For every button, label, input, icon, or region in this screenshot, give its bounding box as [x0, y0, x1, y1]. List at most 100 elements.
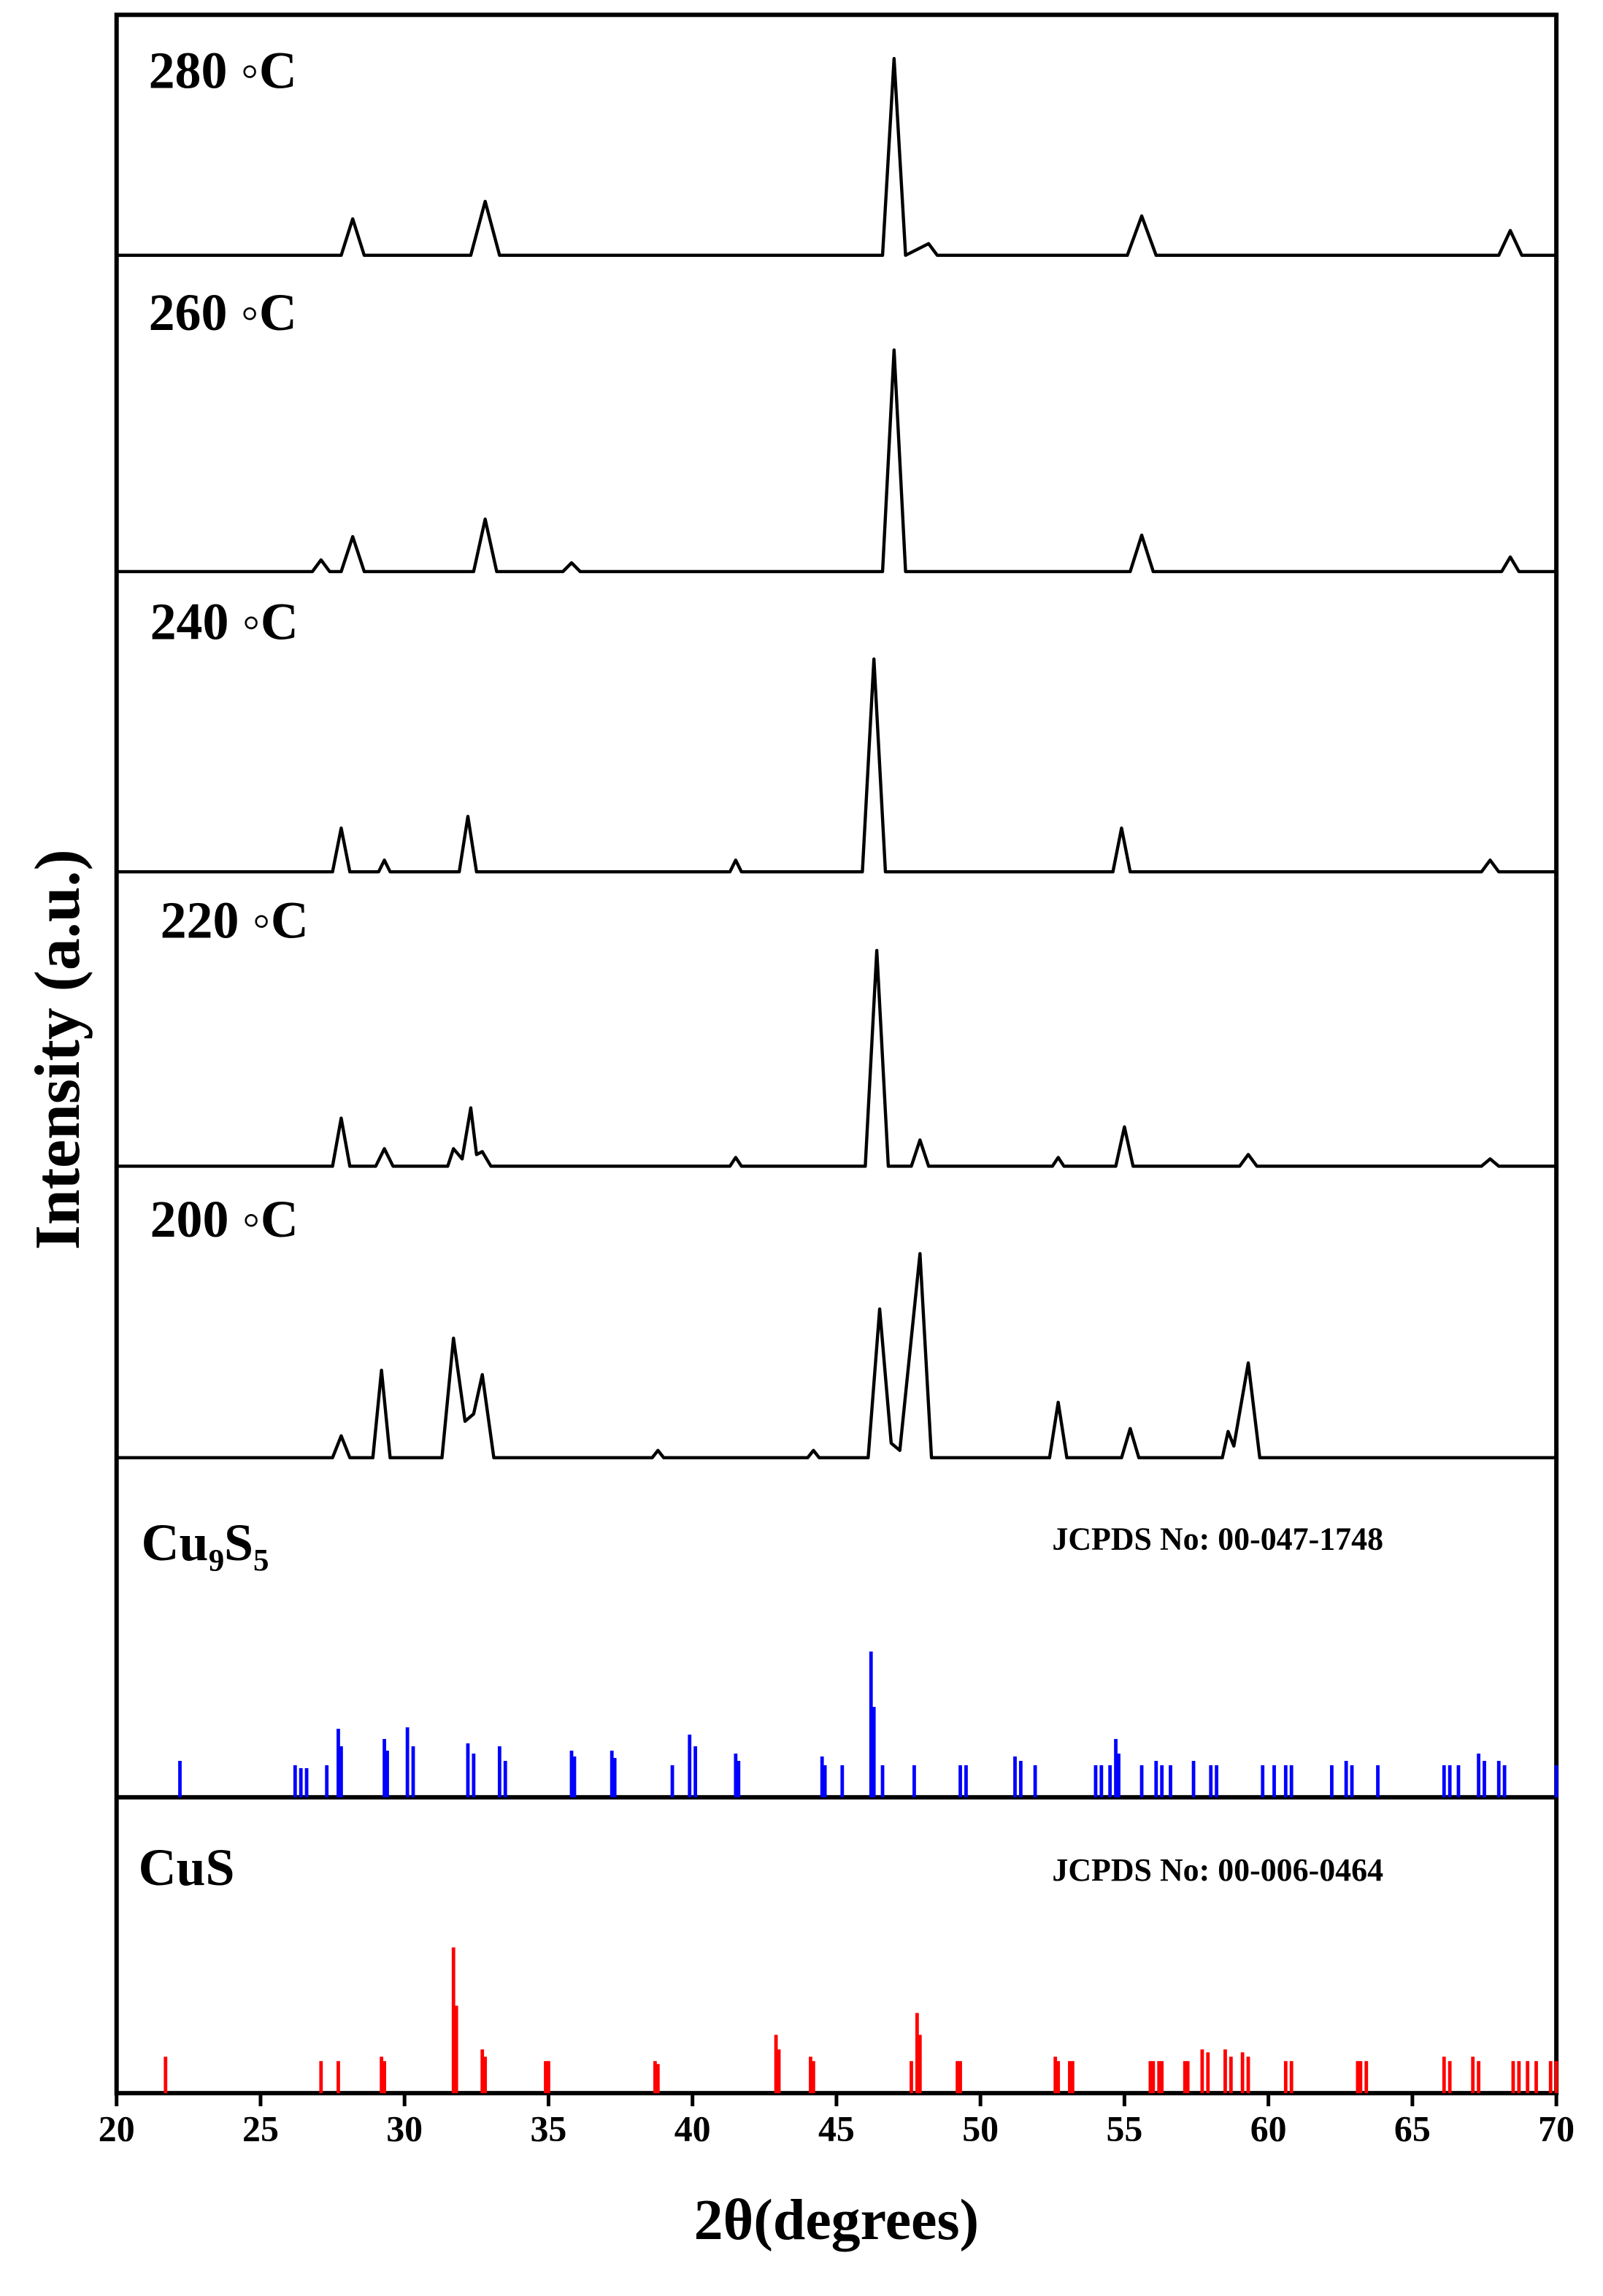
reference-stick [1511, 2061, 1515, 2094]
reference-stick [612, 1757, 617, 1797]
reference-stick [1272, 1765, 1276, 1797]
reference-stick [299, 1767, 303, 1797]
x-axis-label: 2θ(degrees) [694, 2188, 980, 2252]
series-label: 260 ◦C [149, 283, 297, 342]
series-label: 240 ◦C [150, 592, 299, 650]
reference-stick [1206, 2052, 1210, 2094]
reference-stick [1477, 2061, 1481, 2094]
reference-stick [1330, 1765, 1334, 1797]
series-label: 200 ◦C [150, 1190, 299, 1248]
reference-stick [1056, 2061, 1061, 2094]
reference-stick [1364, 2061, 1369, 2094]
reference-stick [1376, 1765, 1380, 1797]
reference-stick [383, 1739, 386, 1797]
x-tick-label: 45 [818, 2108, 855, 2149]
reference-stick [1517, 2061, 1521, 2094]
x-tick-label: 30 [386, 2108, 423, 2149]
x-tick-label: 60 [1250, 2108, 1287, 2149]
reference-stick [1240, 2052, 1245, 2094]
reference-stick [547, 2061, 550, 2094]
reference-stick [1157, 2061, 1161, 2094]
reference-stick [1246, 2057, 1250, 2094]
x-tick-label: 55 [1106, 2108, 1142, 2149]
reference-stick [319, 2061, 323, 2094]
reference-stick [670, 1765, 674, 1797]
reference-stick [1358, 2061, 1363, 2094]
reference-stick [1209, 1765, 1213, 1797]
reference-stick [569, 1750, 574, 1797]
reference-stick [1548, 2061, 1553, 2094]
reference-stick [497, 1746, 501, 1797]
reference-stick [1502, 1765, 1507, 1797]
reference-stick [1283, 1765, 1288, 1797]
reference-stick [811, 2061, 815, 2094]
reference-stick [1070, 2061, 1075, 2094]
reference-stick [405, 1727, 410, 1797]
reference-stick [483, 2057, 488, 2094]
x-tick-label: 25 [242, 2108, 279, 2149]
reference-stick [1496, 1760, 1501, 1797]
reference-stick [466, 1743, 470, 1797]
reference-stick [1068, 2061, 1072, 2094]
reference-stick [1154, 1760, 1158, 1797]
reference-stick [653, 2061, 657, 2094]
reference-stick [1117, 1753, 1120, 1797]
reference-stick [1289, 1765, 1293, 1797]
reference-stick [823, 1765, 827, 1797]
reference-stick [1183, 2061, 1187, 2094]
reference-stick [1114, 1739, 1118, 1797]
x-tick-label: 35 [530, 2108, 566, 2149]
reference-stick [1448, 2061, 1452, 2094]
reference-stick [1534, 2061, 1538, 2094]
plot-frame [114, 12, 1559, 2096]
reference-stick [1554, 1765, 1558, 1797]
reference-stick [1456, 1765, 1461, 1797]
reference-stick [734, 1753, 738, 1797]
series-label: 220 ◦C [161, 891, 309, 950]
reference-stick [1185, 2061, 1190, 2094]
reference-stick [958, 2061, 962, 2094]
reference-stick [1099, 1765, 1104, 1797]
y-axis-label: Intensity (a.u.) [23, 849, 93, 1250]
reference-stick [544, 2061, 547, 2094]
reference-stick [480, 2049, 485, 2094]
reference-stick [1442, 2057, 1446, 2094]
reference-stick [910, 2061, 913, 2094]
xrd-pattern [116, 657, 1557, 874]
reference-stick [178, 1760, 182, 1797]
reference-stick [337, 2061, 340, 2094]
x-tick-label: 65 [1394, 2108, 1431, 2149]
reference-stick [451, 1947, 455, 2094]
reference-stick [777, 2049, 781, 2094]
reference-stick [737, 1760, 741, 1797]
reference-stick [880, 1765, 885, 1797]
reference-stick [1108, 1765, 1112, 1797]
reference-stick [503, 1760, 507, 1797]
reference-annotation: JCPDS No: 00-047-1748 [1052, 1521, 1383, 1557]
reference-stick [964, 1765, 968, 1797]
reference-stick [1356, 2061, 1360, 2094]
reference-stick [958, 1765, 962, 1797]
reference-stick [1053, 2057, 1058, 2094]
x-tick-label: 40 [674, 2108, 711, 2149]
reference-stick [915, 2013, 919, 2094]
reference-stick [1483, 1760, 1486, 1797]
reference-stick [325, 1765, 329, 1797]
reference-stick [380, 2057, 384, 2094]
reference-stick [293, 1765, 297, 1797]
reference-stick [1477, 1753, 1481, 1797]
reference-stick [1471, 2057, 1475, 2094]
reference-stick [869, 1651, 873, 1797]
xrd-pattern [116, 57, 1557, 257]
reference-stick [1289, 2061, 1293, 2094]
reference-stick [693, 1746, 698, 1797]
reference-stick [1200, 2049, 1204, 2094]
reference-stick [1160, 2061, 1164, 2094]
reference-stick [304, 1767, 309, 1797]
reference-stick [1169, 1765, 1172, 1797]
reference-stick [820, 1756, 824, 1797]
reference-stick [1148, 2061, 1153, 2094]
reference-stick [1151, 2061, 1156, 2094]
reference-stick [1448, 1765, 1452, 1797]
